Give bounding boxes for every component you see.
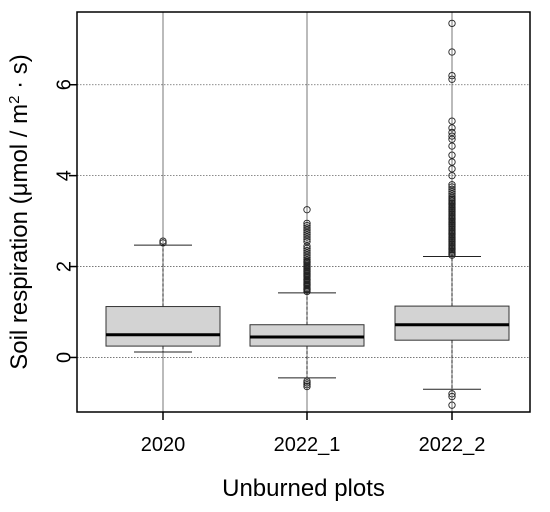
outlier-point (448, 390, 456, 398)
box-2020 (105, 237, 221, 353)
boxes-group (105, 19, 510, 409)
outlier-point (448, 401, 456, 409)
outlier-point (448, 185, 456, 193)
y-axis-title-main: Soil respiration (μmol / m (6, 104, 33, 370)
outlier-point (448, 392, 456, 401)
outlier-point (159, 237, 167, 245)
outlier-point (159, 239, 167, 247)
x-tick-label: 2022_2 (419, 434, 486, 456)
box-2022_2 (394, 19, 510, 409)
outlier-point (303, 246, 311, 255)
y-axis-title-superscript: 2 (6, 96, 23, 104)
y-tick-label: 2 (53, 261, 75, 272)
outlier-point (448, 183, 456, 191)
outlier-point (448, 128, 456, 137)
outlier-point (448, 48, 456, 56)
plot-area-frame (76, 11, 531, 413)
outlier-point (448, 75, 456, 83)
outlier-point (303, 206, 311, 214)
outlier-point (303, 219, 311, 228)
outlier-point (448, 19, 456, 28)
outlier-point (303, 224, 311, 232)
iqr-box (249, 324, 365, 347)
axes-group: 0 2 4 6 2020 2022_1 2022_2 (53, 79, 485, 456)
x-tick-label: 2020 (141, 434, 186, 456)
outlier-point (303, 379, 311, 387)
outlier-point (303, 382, 311, 391)
iqr-box (105, 306, 221, 347)
outlier-point (303, 381, 311, 389)
y-tick-label: 0 (53, 352, 75, 363)
y-tick-label: 6 (53, 79, 75, 90)
outlier-point (303, 377, 311, 385)
outlier-point (448, 117, 456, 125)
outlier-point (448, 181, 456, 189)
x-axis-title: Unburned plots (222, 475, 385, 502)
outlier-point (448, 132, 456, 140)
x-tick-label: 2022_1 (274, 434, 341, 456)
y-axis-title-tail: · s) (6, 54, 33, 95)
outlier-point (448, 151, 456, 159)
y-tick-label: 4 (53, 170, 75, 181)
y-axis-title: Soil respiration (μmol / m2 · s) (6, 54, 34, 370)
iqr-box (394, 305, 510, 341)
box-2022_1 (249, 206, 365, 391)
outlier-point (303, 221, 311, 230)
outlier-point (448, 71, 456, 80)
